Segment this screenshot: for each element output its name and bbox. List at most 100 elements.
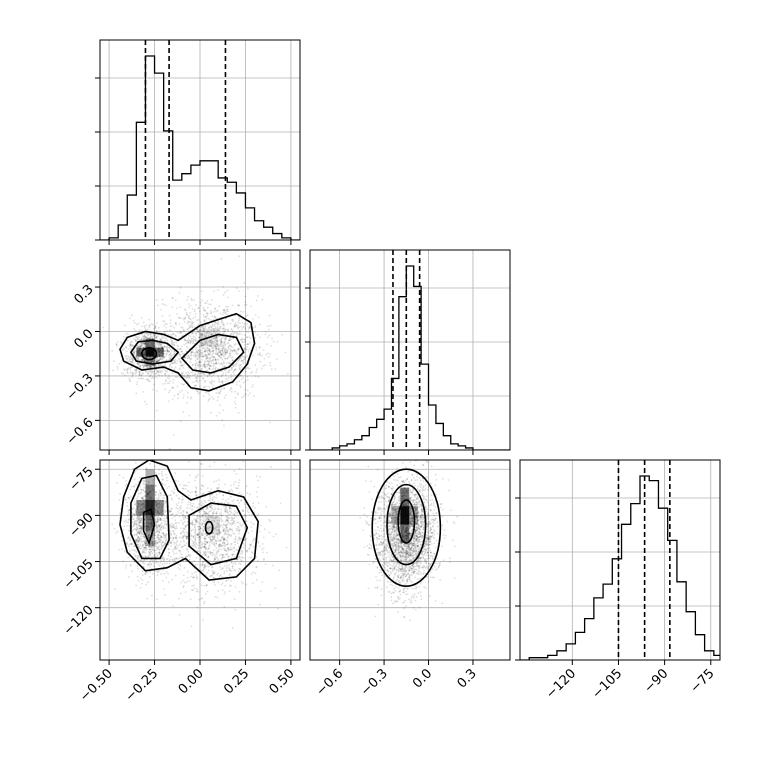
scatter-point (140, 547, 142, 550)
scatter-point (224, 591, 226, 593)
scatter-point (229, 387, 232, 389)
scatter-point (169, 333, 172, 336)
scatter-point (261, 354, 263, 357)
scatter-point (171, 343, 173, 345)
scatter-point (227, 345, 230, 348)
scatter-point (150, 563, 153, 566)
scatter-point (127, 510, 130, 512)
scatter-point (221, 348, 224, 350)
scatter-point (212, 359, 214, 361)
scatter-point (192, 535, 195, 538)
scatter-point (230, 508, 233, 510)
scatter-point (216, 486, 219, 489)
scatter-point (143, 336, 145, 339)
scatter-point (218, 355, 221, 357)
scatter-point (190, 351, 192, 354)
scatter-point (218, 378, 221, 381)
scatter-point (134, 555, 137, 558)
scatter-point (223, 388, 225, 390)
scatter-point (242, 542, 245, 545)
scatter-point (173, 352, 176, 354)
scatter-point (209, 541, 212, 544)
scatter-point (200, 333, 203, 336)
scatter-point (174, 545, 177, 548)
scatter-point (196, 357, 199, 360)
scatter-point (157, 551, 160, 554)
scatter-point (149, 553, 152, 556)
scatter-point (130, 542, 133, 545)
scatter-point (187, 570, 189, 573)
scatter-point (243, 346, 246, 349)
scatter-point (137, 370, 140, 373)
scatter-point (190, 522, 193, 525)
scatter-point (169, 510, 172, 513)
scatter-point (250, 544, 252, 547)
scatter-point (131, 521, 134, 524)
scatter-point (181, 487, 184, 490)
scatter-point (148, 532, 151, 534)
scatter-point (132, 319, 135, 322)
scatter-point (258, 603, 261, 606)
scatter-point (187, 327, 190, 330)
scatter-point (263, 528, 266, 531)
scatter-point (175, 362, 178, 365)
scatter-point (255, 490, 258, 493)
scatter-point (238, 304, 241, 307)
scatter-point (247, 328, 250, 330)
scatter-point (129, 344, 132, 347)
scatter-point (136, 519, 139, 522)
scatter-point (224, 483, 226, 486)
scatter-point (161, 510, 164, 513)
scatter-point (143, 342, 146, 345)
scatter-point (215, 542, 218, 545)
scatter-point (241, 551, 244, 554)
scatter-point (215, 560, 218, 563)
scatter-point (210, 488, 213, 490)
scatter-point (210, 503, 213, 506)
scatter-point (136, 508, 139, 510)
scatter-point (225, 579, 228, 582)
scatter-point (201, 343, 204, 346)
scatter-point (143, 337, 146, 340)
scatter-point (237, 526, 240, 529)
scatter-point (219, 544, 222, 547)
scatter-point (183, 566, 186, 569)
scatter-point (131, 345, 134, 347)
scatter-point (198, 525, 200, 528)
scatter-point (195, 351, 198, 354)
scatter-point (216, 343, 219, 345)
scatter-point (138, 511, 140, 513)
scatter-point (171, 517, 174, 520)
scatter-point (159, 343, 162, 345)
scatter-point (215, 336, 218, 339)
scatter-point (259, 545, 261, 548)
scatter-point (150, 545, 153, 547)
scatter-point (179, 317, 182, 319)
scatter-point (121, 348, 124, 351)
scatter-point (223, 354, 226, 356)
scatter-point (143, 359, 146, 361)
scatter-point (217, 289, 219, 291)
scatter-point (154, 334, 156, 336)
scatter-point (135, 371, 138, 374)
scatter-point (237, 321, 240, 324)
scatter-point (137, 503, 140, 505)
scatter-point (196, 514, 199, 517)
scatter-point (221, 589, 224, 591)
scatter-point (132, 524, 135, 527)
scatter-point (211, 535, 214, 538)
scatter-point (157, 369, 160, 372)
scatter-point (220, 337, 223, 340)
scatter-point (179, 361, 182, 364)
scatter-point (148, 551, 151, 554)
scatter-point (168, 346, 171, 349)
scatter-point (155, 570, 158, 573)
scatter-point (242, 310, 245, 313)
scatter-point (206, 375, 209, 378)
scatter-point (137, 528, 139, 530)
scatter-point (220, 337, 223, 340)
scatter-point (151, 546, 154, 548)
scatter-point (167, 494, 170, 497)
scatter-point (271, 337, 273, 340)
scatter-point (222, 360, 225, 362)
